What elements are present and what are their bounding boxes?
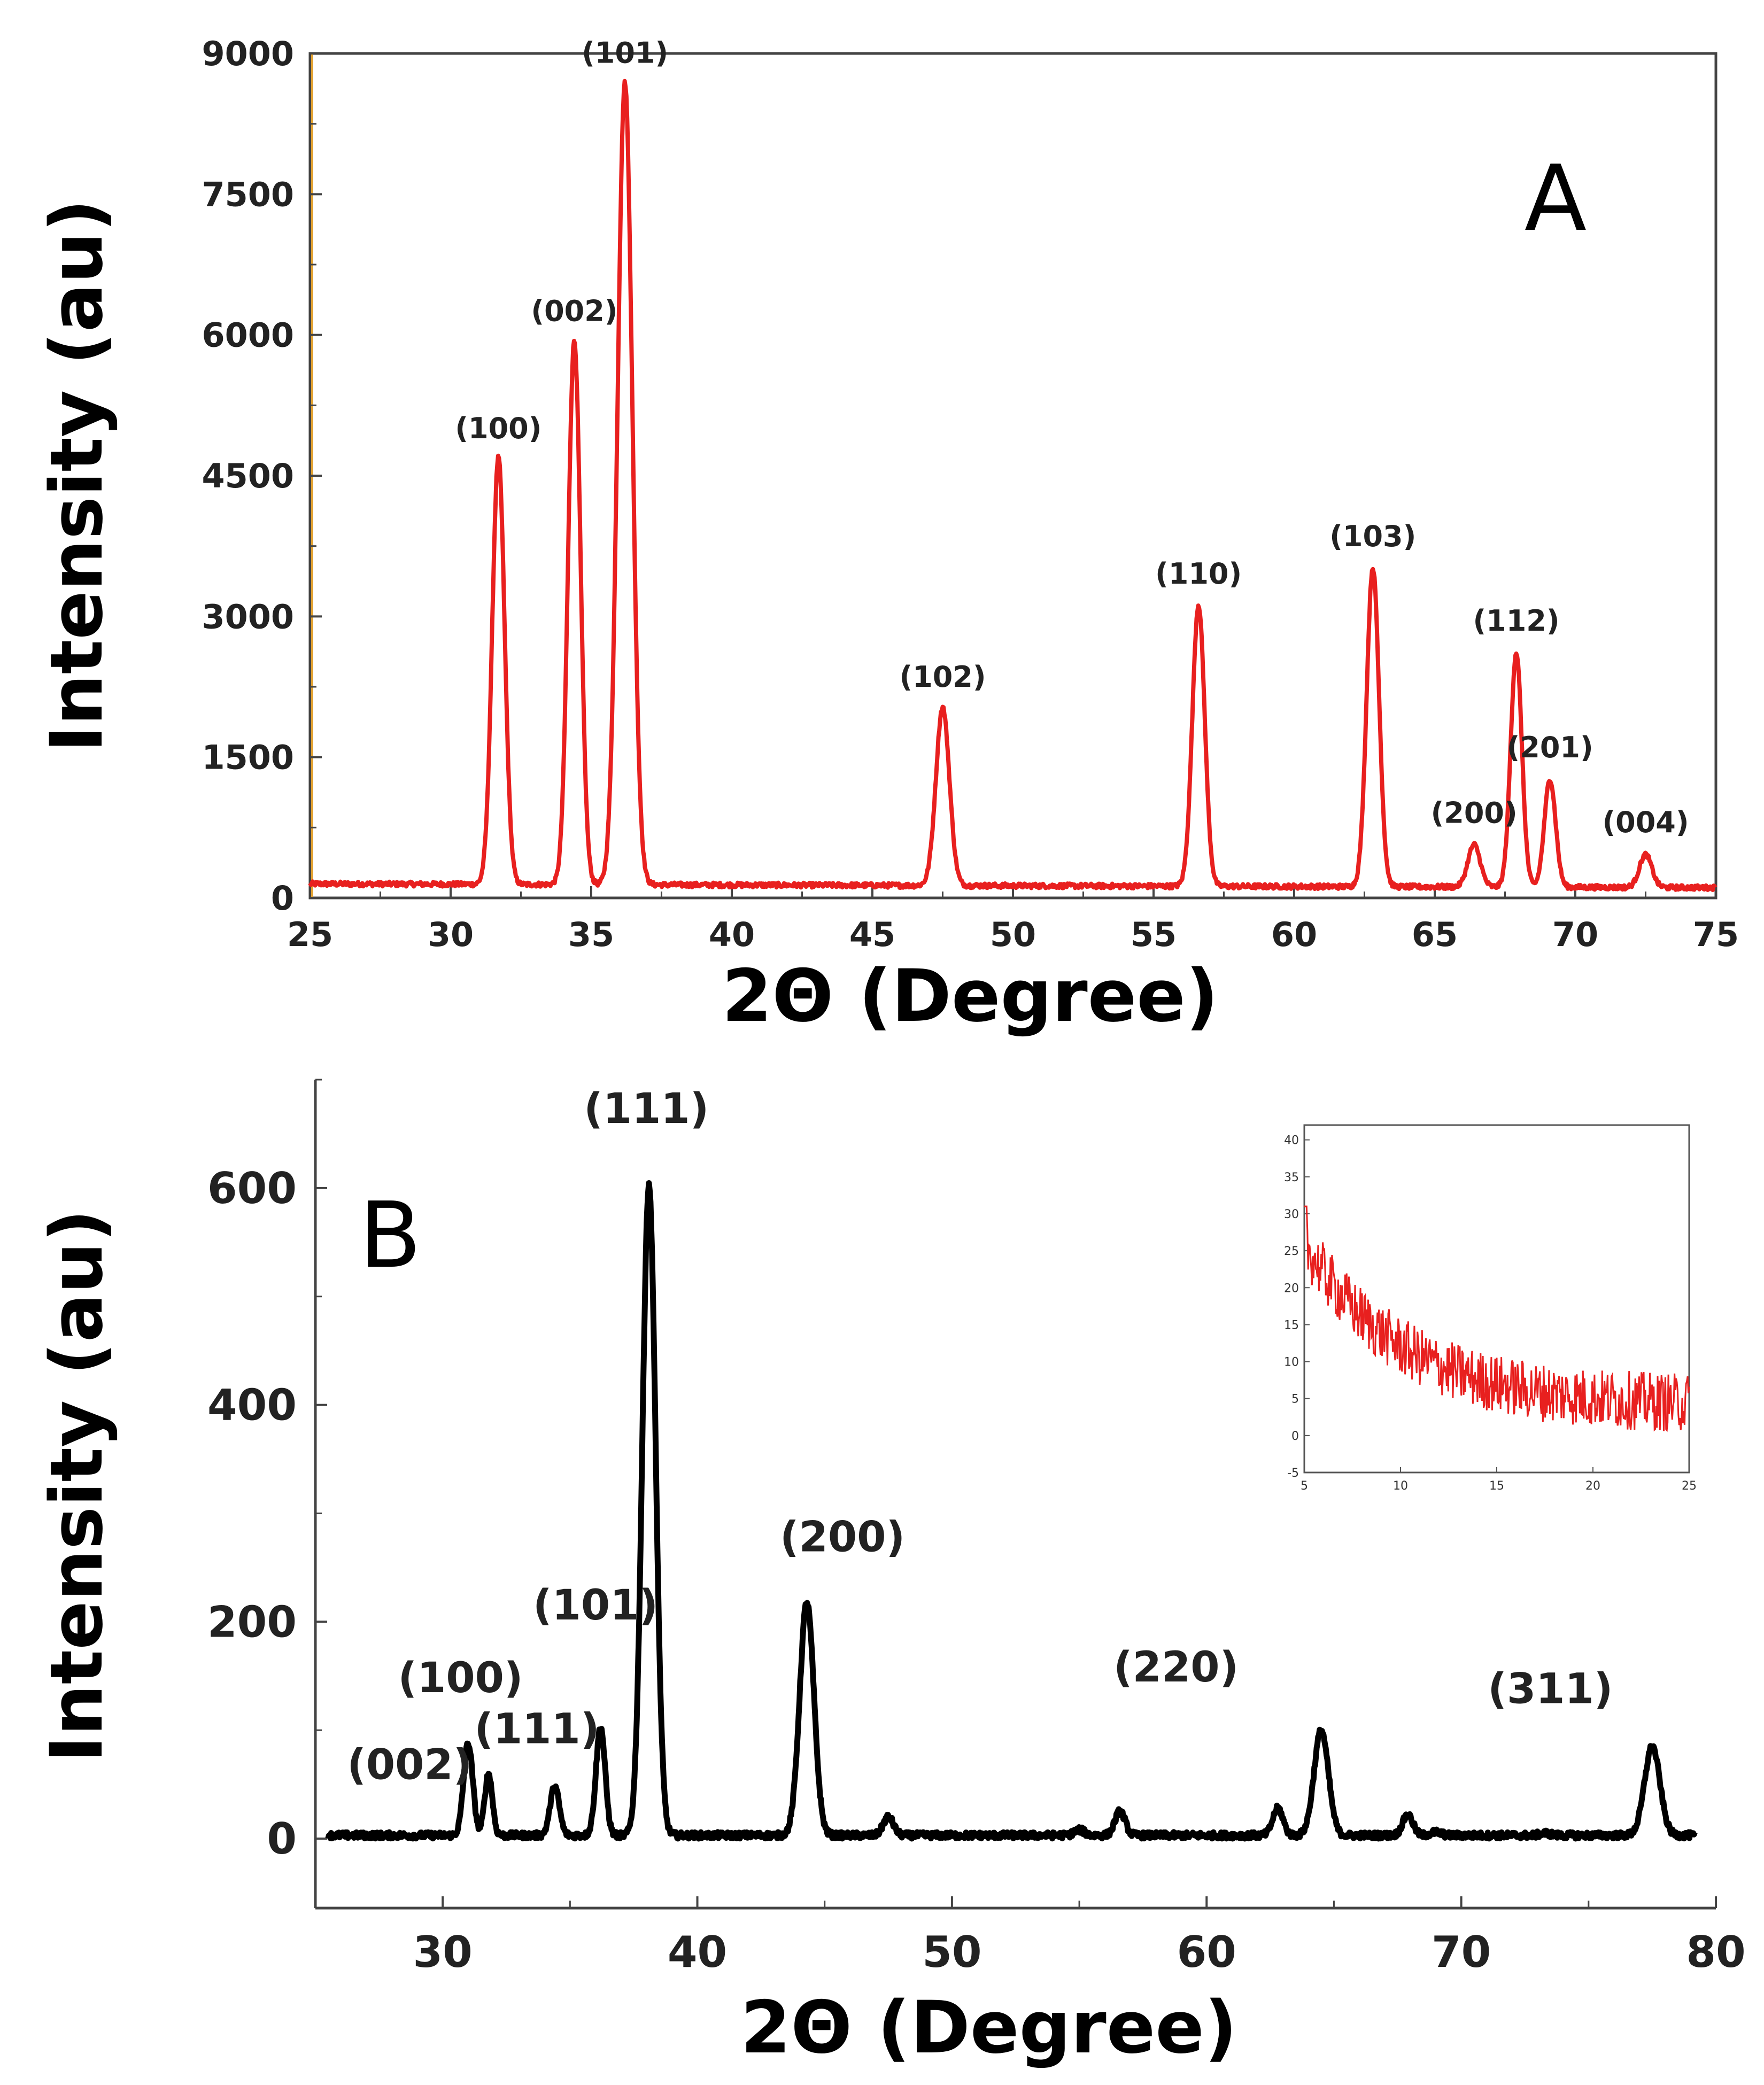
panel-b-peak-label: (200) bbox=[780, 1513, 905, 1561]
inset-x-tick-label: 15 bbox=[1489, 1479, 1504, 1493]
panel-a-peak-label: (200) bbox=[1431, 796, 1518, 830]
panel-a-x-tick-label: 50 bbox=[990, 915, 1036, 954]
panel-a-peak-label: (110) bbox=[1155, 557, 1242, 591]
panel-b-x-tick-label: 50 bbox=[922, 1927, 981, 1977]
panel-a-y-tick-label: 6000 bbox=[202, 316, 294, 355]
inset-y-tick-label: 5 bbox=[1291, 1393, 1299, 1406]
inset-series-line bbox=[1304, 1205, 1690, 1432]
panel-b-peak-label: (101) bbox=[533, 1582, 658, 1630]
panel-a-x-tick-label: 65 bbox=[1412, 915, 1458, 954]
panel-a-peak-label: (103) bbox=[1329, 520, 1416, 553]
panel-b-peak-label: (111) bbox=[584, 1085, 709, 1133]
panel-b-peak-label: (100) bbox=[398, 1654, 523, 1702]
panel-a-x-tick-label: 55 bbox=[1131, 915, 1177, 954]
panel-a-y-tick-label: 0 bbox=[271, 879, 294, 918]
panel-a-x-tick-label: 60 bbox=[1271, 915, 1317, 954]
panel-b-xlabel: 2Θ (Degree) bbox=[740, 1986, 1237, 2070]
panel-b-y-tick-label: 600 bbox=[207, 1164, 297, 1213]
panel-b-y-tick-label: 0 bbox=[267, 1814, 297, 1864]
panel-a-xlabel: 2Θ (Degree) bbox=[722, 954, 1218, 1038]
inset-x-tick-label: 10 bbox=[1393, 1479, 1408, 1493]
panel-a-x-tick-label: 45 bbox=[849, 915, 895, 954]
inset-x-tick-label: 20 bbox=[1585, 1479, 1600, 1493]
panel-a-peak-label: (100) bbox=[455, 412, 541, 445]
panel-a-y-tick-label: 4500 bbox=[202, 456, 294, 495]
inset-y-tick-label: 15 bbox=[1284, 1319, 1299, 1332]
panel-a-peak-label: (102) bbox=[899, 660, 986, 694]
panel-a-x-tick-label: 30 bbox=[428, 915, 474, 954]
inset-y-tick-label: 10 bbox=[1284, 1356, 1299, 1369]
inset-y-tick-label: 0 bbox=[1291, 1430, 1299, 1443]
panel-b-series-line bbox=[325, 1180, 1698, 1842]
panel-b-peak-label: (002) bbox=[347, 1741, 472, 1789]
inset-x-tick-label: 25 bbox=[1682, 1479, 1697, 1493]
panel-b-x-tick-label: 40 bbox=[668, 1927, 727, 1977]
panel-b-x-tick-label: 80 bbox=[1686, 1927, 1745, 1977]
panel-b-letter: B bbox=[359, 1183, 422, 1289]
panel-a-peak-label: (002) bbox=[531, 294, 617, 328]
panel-b-inset: 5 10 15 20 25 -5 0 5 10 15 20 25 30 35 40 bbox=[1284, 1124, 1697, 1493]
panel-a-y-tick-label: 3000 bbox=[202, 597, 294, 636]
inset-y-tick-label: 30 bbox=[1284, 1208, 1299, 1221]
panel-a-y-tick-label: 9000 bbox=[202, 34, 294, 73]
inset-x-tick-label: 5 bbox=[1301, 1479, 1308, 1493]
panel-b-peak-label: (220) bbox=[1113, 1644, 1239, 1692]
panel-a-peak-label: (004) bbox=[1602, 805, 1689, 839]
panel-a-ylabel: Intensity (au) bbox=[35, 199, 119, 752]
panel-a-y-tick-label: 1500 bbox=[202, 738, 294, 777]
panel-a-y-tick-label: 7500 bbox=[202, 175, 294, 214]
panel-b-x-tick-label: 30 bbox=[413, 1927, 473, 1977]
inset-y-tick-label: 20 bbox=[1284, 1282, 1299, 1295]
panel-a-x-tick-label: 35 bbox=[568, 915, 614, 954]
panel-a-x-tick-label: 40 bbox=[709, 915, 755, 954]
inset-y-tick-label: 35 bbox=[1284, 1171, 1299, 1184]
panel-b-x-tick-label: 70 bbox=[1432, 1927, 1491, 1977]
panel-a-peak-label: (201) bbox=[1507, 731, 1593, 764]
panel-a-series-line bbox=[308, 79, 1717, 892]
panel-a-x-tick-label: 75 bbox=[1693, 915, 1739, 954]
panel-a-chart: 25 30 35 40 45 50 55 60 65 70 75 0 1500 3000 4500 6000 7… bbox=[35, 34, 1739, 1038]
inset-y-tick-label: 40 bbox=[1284, 1134, 1299, 1148]
panel-b-y-tick-label: 200 bbox=[207, 1597, 297, 1647]
inset-y-tick-label: 25 bbox=[1284, 1245, 1299, 1258]
inset-y-tick-label: -5 bbox=[1287, 1467, 1299, 1480]
panel-a-letter: A bbox=[1525, 146, 1587, 252]
panel-a-peak-label: (101) bbox=[582, 36, 668, 70]
panel-a-x-tick-label: 70 bbox=[1552, 915, 1598, 954]
panel-b-peak-label: (111) bbox=[474, 1705, 599, 1753]
panel-b-ylabel: Intensity (au) bbox=[35, 1209, 119, 1762]
panel-a-x-tick-label: 25 bbox=[287, 915, 333, 954]
panel-b-peak-label: (311) bbox=[1488, 1665, 1613, 1713]
panel-b-y-tick-label: 400 bbox=[207, 1381, 297, 1430]
panel-b-x-tick-label: 60 bbox=[1177, 1927, 1236, 1977]
panel-a-peak-label: (112) bbox=[1473, 604, 1559, 638]
